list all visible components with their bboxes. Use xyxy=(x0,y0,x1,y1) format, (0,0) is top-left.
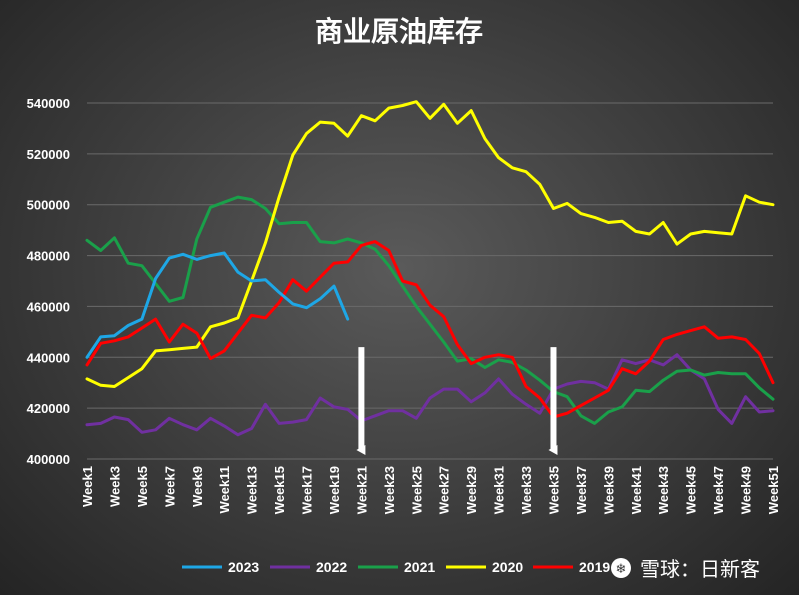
x-tick-label: Week45 xyxy=(684,466,699,514)
y-axis-ticks: 400000 420000 440000 460000 480000 500000 5200… xyxy=(27,96,70,467)
legend-label-2023: 2023 xyxy=(228,559,259,575)
x-tick-label: Week3 xyxy=(107,466,122,507)
y-tick-label: 460000 xyxy=(27,299,70,314)
x-tick-label: Week41 xyxy=(629,466,644,514)
y-tick-label: 520000 xyxy=(27,147,70,162)
x-tick-label: Week21 xyxy=(354,466,369,514)
x-tick-label: Week39 xyxy=(601,466,616,514)
series-line-2022 xyxy=(85,353,775,437)
watermark-logo-icon xyxy=(611,558,631,578)
y-tick-label: 400000 xyxy=(27,452,70,467)
x-tick-label: Week13 xyxy=(245,466,260,514)
series-line-2023 xyxy=(85,251,350,359)
x-tick-label: Week43 xyxy=(656,466,671,514)
x-axis-ticks: Week1 Week3 Week5 Week7 Week9 Week11 Week13 Wee… xyxy=(80,466,781,514)
watermark-text: 雪球：日新客 xyxy=(640,557,760,581)
legend-label-2021: 2021 xyxy=(404,559,435,575)
x-tick-label: Week29 xyxy=(464,466,479,514)
legend-label-2020: 2020 xyxy=(492,559,523,575)
watermark: ❄ 雪球：日新客 xyxy=(611,557,760,581)
x-tick-label: Week35 xyxy=(546,466,561,514)
chart-title: 商业原油库存 xyxy=(315,15,483,48)
series-line-2019 xyxy=(85,240,775,419)
y-tick-label: 420000 xyxy=(27,401,70,416)
x-tick-label: Week11 xyxy=(217,466,232,513)
y-tick-label: 440000 xyxy=(27,350,70,365)
x-tick-label: Week33 xyxy=(519,466,534,514)
series-lines xyxy=(85,100,775,437)
series-line-2021 xyxy=(85,195,775,425)
gridlines xyxy=(87,102,773,460)
legend: 2023 2022 2021 2020 2019 xyxy=(182,559,610,575)
y-tick-label: 480000 xyxy=(27,249,70,264)
x-tick-label: Week9 xyxy=(190,466,205,507)
y-tick-label: 500000 xyxy=(27,198,70,213)
x-tick-label: Week15 xyxy=(272,466,287,514)
x-tick-label: Week17 xyxy=(300,466,315,514)
x-tick-label: Week5 xyxy=(135,466,150,507)
x-tick-label: Week23 xyxy=(382,466,397,514)
legend-label-2019: 2019 xyxy=(579,559,610,575)
x-tick-label: Week25 xyxy=(409,466,424,514)
annotations xyxy=(356,347,558,455)
x-tick-label: Week1 xyxy=(80,466,95,507)
x-tick-label: Week7 xyxy=(162,466,177,507)
x-tick-label: Week49 xyxy=(739,466,754,514)
x-tick-label: Week47 xyxy=(711,466,726,514)
legend-label-2022: 2022 xyxy=(316,559,347,575)
watermark-logo-glyph: ❄ xyxy=(616,562,627,577)
y-tick-label: 540000 xyxy=(27,96,70,111)
x-tick-label: Week27 xyxy=(437,466,452,514)
x-tick-label: Week31 xyxy=(492,466,507,514)
x-tick-label: Week37 xyxy=(574,466,589,514)
series-line-2020 xyxy=(85,100,775,388)
x-tick-label: Week19 xyxy=(327,466,342,514)
x-tick-label: Week51 xyxy=(766,466,781,514)
